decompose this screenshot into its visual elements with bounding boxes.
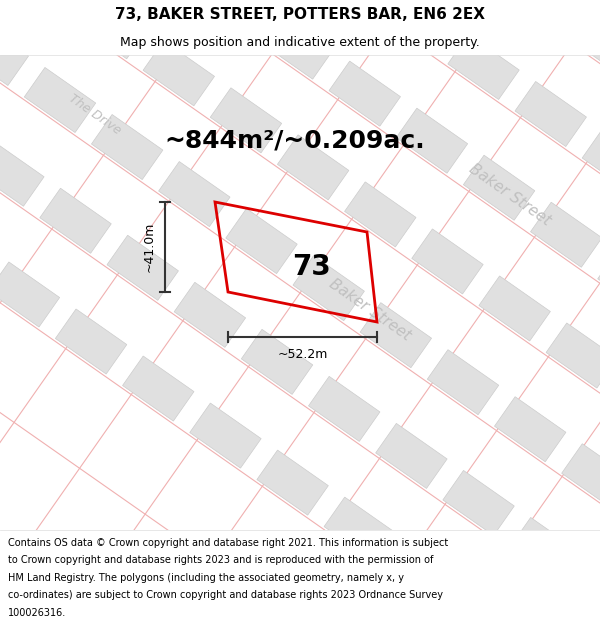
- Polygon shape: [546, 323, 600, 388]
- Text: Contains OS data © Crown copyright and database right 2021. This information is : Contains OS data © Crown copyright and d…: [8, 538, 448, 548]
- Polygon shape: [0, 21, 29, 86]
- Polygon shape: [0, 262, 59, 327]
- Polygon shape: [308, 376, 380, 441]
- Text: co-ordinates) are subject to Crown copyright and database rights 2023 Ordnance S: co-ordinates) are subject to Crown copyr…: [8, 591, 443, 601]
- Text: Map shows position and indicative extent of the property.: Map shows position and indicative extent…: [120, 36, 480, 49]
- Polygon shape: [598, 249, 600, 314]
- Polygon shape: [448, 34, 519, 99]
- Polygon shape: [582, 129, 600, 194]
- Polygon shape: [190, 403, 261, 468]
- Polygon shape: [0, 141, 44, 206]
- Polygon shape: [510, 518, 581, 582]
- Polygon shape: [324, 497, 395, 562]
- Text: 73: 73: [292, 253, 331, 281]
- Polygon shape: [494, 397, 566, 462]
- Polygon shape: [412, 229, 483, 294]
- Polygon shape: [427, 349, 499, 415]
- Polygon shape: [293, 256, 364, 321]
- Text: The Drive: The Drive: [67, 92, 124, 138]
- Text: to Crown copyright and database rights 2023 and is reproduced with the permissio: to Crown copyright and database rights 2…: [8, 555, 433, 565]
- Polygon shape: [499, 0, 571, 26]
- Polygon shape: [566, 8, 600, 72]
- Polygon shape: [257, 450, 328, 515]
- Polygon shape: [463, 155, 535, 220]
- Polygon shape: [277, 135, 349, 200]
- Polygon shape: [530, 202, 600, 268]
- Text: HM Land Registry. The polygons (including the associated geometry, namely x, y: HM Land Registry. The polygons (includin…: [8, 572, 404, 582]
- Polygon shape: [443, 471, 514, 536]
- Polygon shape: [194, 0, 266, 32]
- Text: ~52.2m: ~52.2m: [277, 349, 328, 361]
- Polygon shape: [562, 444, 600, 509]
- Polygon shape: [174, 282, 245, 348]
- Polygon shape: [262, 14, 334, 79]
- Polygon shape: [396, 108, 467, 173]
- Polygon shape: [158, 161, 230, 227]
- Polygon shape: [107, 235, 178, 301]
- Polygon shape: [40, 188, 111, 253]
- Polygon shape: [76, 0, 148, 59]
- Text: Baker Street: Baker Street: [466, 161, 554, 229]
- Text: ~844m²/~0.209ac.: ~844m²/~0.209ac.: [164, 128, 425, 152]
- Polygon shape: [360, 302, 431, 368]
- Text: Baker Street: Baker Street: [326, 276, 413, 344]
- Text: ~41.0m: ~41.0m: [143, 222, 155, 272]
- Polygon shape: [376, 423, 447, 489]
- Polygon shape: [380, 0, 452, 52]
- Polygon shape: [391, 544, 463, 609]
- Polygon shape: [210, 88, 281, 153]
- Polygon shape: [515, 81, 586, 146]
- Text: 73, BAKER STREET, POTTERS BAR, EN6 2EX: 73, BAKER STREET, POTTERS BAR, EN6 2EX: [115, 8, 485, 22]
- Polygon shape: [55, 309, 127, 374]
- Polygon shape: [122, 356, 194, 421]
- Polygon shape: [226, 209, 297, 274]
- Polygon shape: [91, 114, 163, 179]
- Polygon shape: [24, 68, 96, 132]
- Text: 100026316.: 100026316.: [8, 608, 66, 618]
- Polygon shape: [329, 61, 400, 126]
- Polygon shape: [241, 329, 313, 394]
- Polygon shape: [9, 0, 80, 12]
- Polygon shape: [143, 41, 215, 106]
- Polygon shape: [577, 564, 600, 625]
- Polygon shape: [344, 182, 416, 247]
- Polygon shape: [479, 276, 550, 341]
- Polygon shape: [313, 0, 385, 6]
